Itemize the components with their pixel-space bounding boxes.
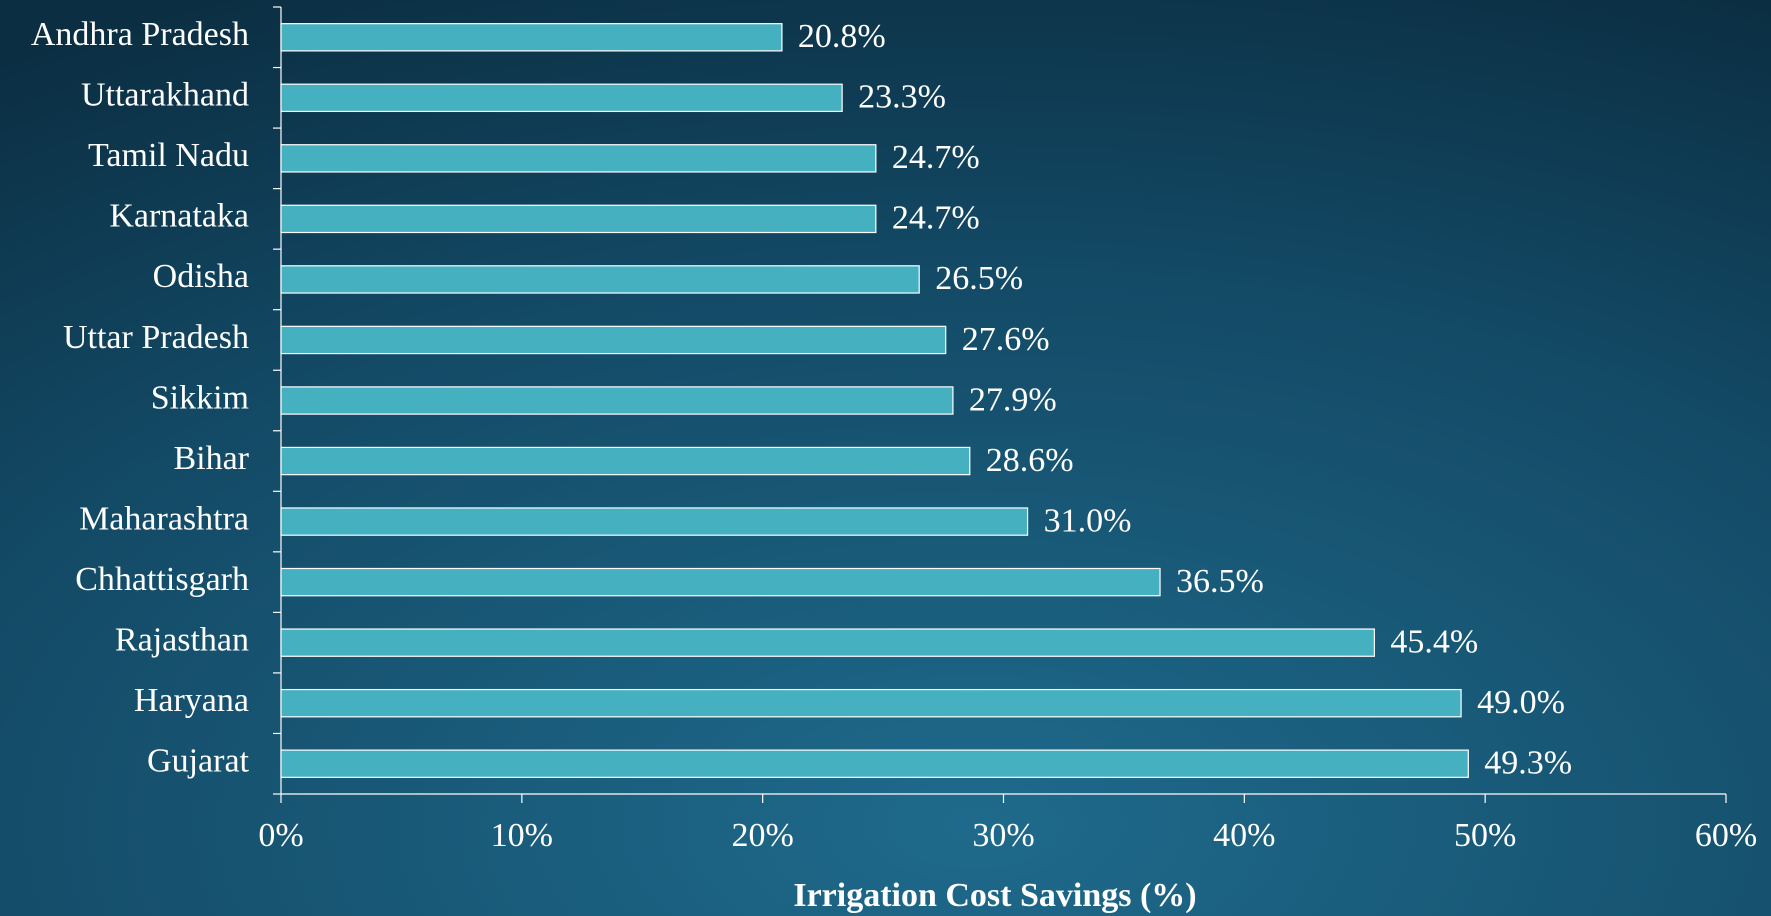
- y-tick-label: Rajasthan: [115, 621, 249, 658]
- bar: [280, 144, 877, 173]
- value-label: 28.6%: [986, 442, 1074, 479]
- value-label: 27.6%: [962, 321, 1050, 358]
- y-tick-label: Uttarakhand: [81, 77, 249, 114]
- bar: [280, 386, 954, 415]
- value-label: 49.3%: [1484, 745, 1572, 782]
- value-label: 24.7%: [892, 139, 980, 176]
- bar: [280, 628, 1375, 657]
- bar: [280, 749, 1469, 778]
- x-tick-label: 40%: [1213, 817, 1275, 854]
- value-label: 49.0%: [1477, 684, 1565, 721]
- bar: [280, 83, 843, 113]
- bar: [280, 23, 783, 52]
- y-tick-label: Maharashtra: [79, 500, 249, 537]
- y-tick-label: Tamil Nadu: [88, 137, 249, 174]
- y-tick-label: Chhattisgarh: [75, 561, 249, 598]
- value-label: 20.8%: [798, 18, 886, 55]
- x-tick-label: 0%: [258, 817, 303, 854]
- x-tick-label: 10%: [491, 817, 553, 854]
- x-tick-label: 60%: [1695, 817, 1757, 854]
- y-tick-label: Haryana: [134, 682, 249, 719]
- y-tick-label: Uttar Pradesh: [63, 319, 249, 356]
- y-tick-label: Odisha: [153, 258, 249, 295]
- y-tick-label: Sikkim: [151, 379, 249, 416]
- bar: [280, 204, 877, 234]
- value-label: 45.4%: [1390, 623, 1478, 660]
- bar: [280, 567, 1161, 597]
- bar: [280, 265, 920, 294]
- bar: [280, 325, 947, 355]
- y-tick-label: Gujarat: [147, 743, 250, 780]
- x-tick-label: 50%: [1454, 817, 1516, 854]
- bar: [280, 446, 971, 476]
- y-tick-label: Karnataka: [109, 198, 249, 235]
- y-tick-label: Bihar: [173, 440, 249, 477]
- bar: [280, 507, 1029, 536]
- value-label: 36.5%: [1176, 563, 1264, 600]
- x-tick-label: 30%: [972, 817, 1034, 854]
- y-tick-label: Andhra Pradesh: [31, 16, 249, 53]
- bar: [280, 688, 1462, 718]
- value-label: 23.3%: [858, 79, 946, 116]
- value-label: 24.7%: [892, 200, 980, 237]
- value-label: 27.9%: [969, 381, 1057, 418]
- value-label: 26.5%: [935, 260, 1023, 297]
- x-tick-label: 20%: [732, 817, 794, 854]
- x-axis-title: Irrigation Cost Savings (%): [793, 877, 1196, 914]
- value-label: 31.0%: [1044, 502, 1132, 539]
